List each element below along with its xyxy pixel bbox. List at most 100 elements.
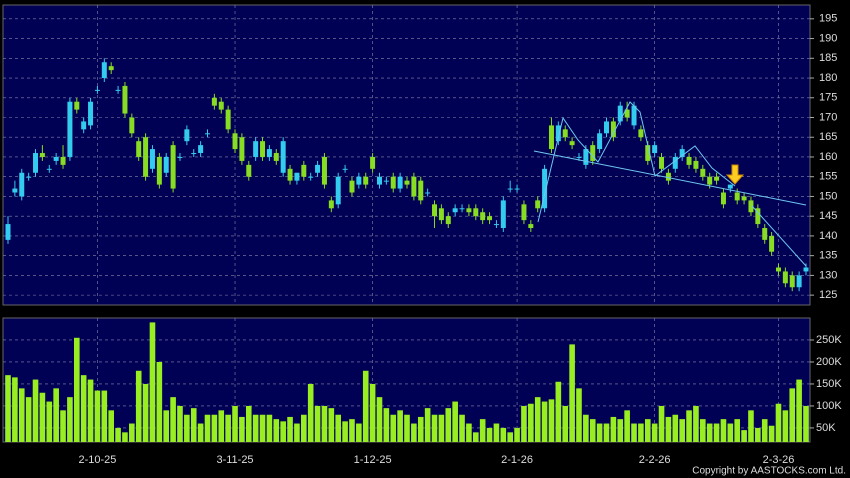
candle-body — [122, 85, 128, 114]
x-tick-label: 2-3-26 — [763, 454, 795, 466]
volume-bar — [555, 381, 562, 442]
volume-bar — [239, 416, 245, 442]
volume-bar — [115, 427, 121, 442]
volume-bar — [18, 388, 25, 442]
candle-body — [769, 235, 775, 252]
x-tick-label: 2-10-25 — [78, 454, 116, 466]
volume-bar — [218, 410, 225, 442]
volume-bar — [700, 419, 706, 442]
candle-body — [438, 208, 444, 221]
volume-bar — [528, 403, 534, 442]
candle-body — [301, 164, 307, 177]
candle-body — [445, 216, 451, 225]
x-tick-label: 2-1-26 — [501, 454, 533, 466]
candle-body — [480, 212, 486, 221]
candle-body — [280, 141, 286, 173]
candle-body — [775, 267, 781, 272]
y-tick-label: 175 — [819, 92, 837, 104]
candle-body — [74, 101, 80, 110]
volume-bar — [87, 379, 94, 442]
candle-body — [376, 176, 382, 185]
volume-bar — [204, 414, 211, 442]
credit: Copyright by AASTOCKS.com Ltd. — [692, 466, 846, 477]
volume-bar — [624, 410, 630, 442]
volume-bar — [12, 377, 18, 442]
candle-body — [665, 172, 671, 181]
candle-body — [136, 141, 142, 157]
candle-body — [308, 176, 314, 178]
candle-body — [500, 200, 506, 229]
candle-body — [397, 176, 403, 189]
volume-bar — [445, 408, 452, 442]
volume-bar — [486, 427, 493, 442]
volume-bar — [376, 397, 383, 442]
candle-body — [273, 153, 279, 161]
candle-body — [60, 156, 66, 165]
candle-body — [521, 204, 527, 221]
trend-line — [751, 205, 807, 267]
y-tick-label: 190 — [819, 32, 837, 44]
candle-body — [5, 224, 11, 240]
volume-bar — [252, 414, 259, 442]
volume-bar — [459, 414, 465, 442]
volume-bar — [472, 432, 479, 442]
candle-body — [528, 224, 534, 229]
volume-bar — [225, 414, 231, 442]
candle-body — [390, 176, 396, 189]
candle-body — [88, 101, 94, 126]
volume-bar — [321, 405, 328, 442]
volume-bar — [775, 403, 782, 442]
candle-body — [493, 224, 499, 226]
candle-body — [211, 97, 217, 106]
volume-bar — [342, 421, 348, 442]
candle-body — [205, 133, 210, 135]
candle-body — [542, 168, 548, 209]
candle-body — [232, 133, 238, 150]
candle-body — [707, 176, 713, 185]
volume-bar — [514, 427, 520, 442]
candle-body — [46, 168, 52, 170]
candle-body — [328, 200, 334, 209]
candle-body — [638, 129, 644, 138]
candle-body — [803, 267, 809, 272]
candle-body — [741, 196, 747, 201]
candle-body — [81, 121, 87, 130]
candle-body — [94, 89, 100, 91]
candle-body — [714, 176, 720, 181]
volume-bar — [411, 423, 417, 442]
candle-body — [555, 125, 561, 142]
candle-body — [53, 156, 59, 161]
candle-body — [679, 149, 685, 157]
candle-body — [604, 121, 609, 134]
candle-body — [411, 176, 417, 197]
volume-bar — [156, 361, 163, 442]
volume-bar — [761, 419, 768, 442]
volume-bar — [232, 405, 238, 442]
volume-bar — [768, 425, 775, 442]
volume-bar — [431, 414, 438, 442]
volume-bar — [67, 397, 73, 442]
candle-body — [789, 275, 795, 288]
volume-bar — [658, 405, 665, 442]
candle-body — [610, 121, 616, 138]
candle-body — [418, 180, 424, 201]
candle-body — [734, 192, 740, 201]
candle-body — [294, 172, 300, 181]
candle-body — [163, 156, 169, 173]
candle-body — [645, 145, 651, 161]
candle-body — [459, 208, 465, 210]
volume-bar — [197, 423, 204, 442]
x-tick-label: 1-12-25 — [354, 454, 392, 466]
candle-body — [266, 149, 272, 157]
candle-body — [466, 208, 472, 213]
y-tick-label: 150K — [816, 378, 842, 390]
volume-bar — [796, 379, 802, 442]
candle-body — [143, 137, 149, 177]
candle-body — [19, 172, 25, 197]
candle-body — [363, 176, 369, 185]
candle-body — [514, 188, 520, 190]
volume-bar — [521, 405, 527, 442]
volume-bar — [424, 408, 431, 442]
y-tick-label: 125 — [819, 289, 837, 301]
candle-body — [762, 228, 768, 240]
